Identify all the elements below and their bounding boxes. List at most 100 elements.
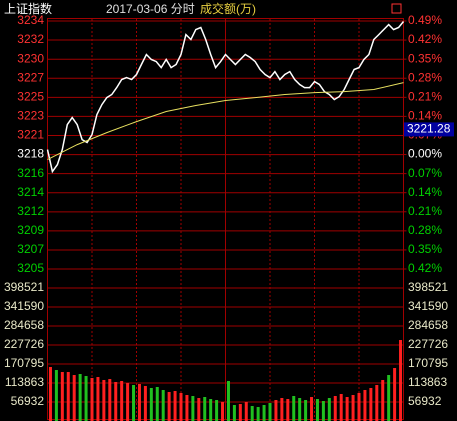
volume-bar [250, 406, 254, 421]
y2-tick-label: 0.14% [408, 185, 442, 199]
volume-bar [280, 398, 284, 421]
volume-bar [381, 379, 385, 421]
y-tick-label: 3225 [17, 89, 44, 103]
y-tick-label: 3216 [17, 166, 44, 180]
volume-bar [339, 394, 343, 421]
volume-bar [96, 377, 100, 421]
y-tick-label: 3223 [17, 109, 44, 123]
window-icon[interactable] [391, 3, 402, 14]
frame [47, 18, 404, 420]
volume-bar [66, 372, 70, 421]
volume-tick-label-right: 398521 [408, 280, 448, 294]
volume-bar [357, 392, 361, 421]
y-tick-label: 3230 [17, 51, 44, 65]
volume-tick-label: 341590 [4, 299, 44, 313]
volume-tick-label-right: 284658 [408, 318, 448, 332]
volume-bar [167, 391, 171, 421]
y2-tick-label: 0.00% [408, 147, 442, 161]
volume-bar [78, 374, 82, 421]
y2-tick-label: 0.21% [408, 204, 442, 218]
volume-bar [137, 383, 141, 421]
volume-bar [363, 389, 367, 421]
y-tick-label: 3214 [17, 185, 44, 199]
volume-bar [256, 407, 260, 421]
volume-bar [209, 399, 213, 421]
volume-label: 成交额(万) [200, 1, 256, 16]
y2-tick-label: 0.07% [408, 166, 442, 180]
volume-bar [274, 400, 278, 421]
volume-bar [185, 395, 189, 421]
volume-bar [197, 398, 201, 421]
volume-bar [262, 405, 266, 421]
y-tick-label: 3218 [17, 147, 44, 161]
y2-tick-label: 0.28% [408, 70, 442, 84]
volume-bar [84, 376, 88, 421]
volume-bar [226, 380, 230, 421]
volume-bar [345, 397, 349, 421]
volume-bar [268, 403, 272, 421]
y2-tick-label: 0.14% [408, 109, 442, 123]
volume-bar [244, 402, 248, 421]
y-tick-label: 3221 [17, 128, 44, 142]
volume-tick-label-right: 341590 [408, 299, 448, 313]
volume-tick-label: 170795 [4, 356, 44, 370]
y2-tick-label: 0.28% [408, 223, 442, 237]
y-tick-label: 3212 [17, 204, 44, 218]
volume-bar [369, 387, 373, 421]
volume-bar [238, 404, 242, 421]
volume-bar [126, 382, 130, 421]
volume-bar [143, 385, 147, 421]
y-tick-label: 3232 [17, 32, 44, 46]
volume-bar [393, 368, 397, 421]
y-tick-label: 3205 [17, 261, 44, 275]
y-tick-label: 3227 [17, 70, 44, 84]
y2-tick-label: 0.42% [408, 32, 442, 46]
last-price-box [404, 122, 454, 137]
y2-tick-label: 0.35% [408, 242, 442, 256]
volume-bar [232, 405, 236, 421]
y-tick-label: 3234 [17, 13, 44, 27]
volume-tick-label: 56932 [11, 394, 45, 408]
volume-bar [327, 398, 331, 421]
volume-bar [191, 396, 195, 421]
index-name: 上证指数 [4, 1, 52, 16]
volume-bar [72, 375, 76, 421]
volume-tick-label-right: 170795 [408, 356, 448, 370]
y2-tick-label: 0.42% [408, 261, 442, 275]
volume-bar [108, 379, 112, 421]
volume-tick-label: 284658 [4, 318, 44, 332]
volume-bar [304, 400, 308, 421]
y-tick-label: 3209 [17, 223, 44, 237]
volume-bar [321, 401, 325, 421]
volume-bar [286, 399, 290, 421]
volume-bar [114, 381, 118, 421]
volume-tick-label: 227726 [4, 337, 44, 351]
volume-tick-label: 113863 [5, 375, 44, 389]
volume-bar [179, 392, 183, 421]
volume-bar [155, 386, 159, 421]
volume-bar [292, 396, 296, 421]
volume-tick-label-right: 113863 [408, 375, 447, 389]
volume-bar [161, 389, 165, 421]
volume-bar [399, 340, 403, 421]
volume-bar [149, 387, 153, 421]
volume-bar [375, 384, 379, 421]
y-tick-label: 3207 [17, 242, 44, 256]
y2-tick-label: 0.35% [408, 51, 442, 65]
volume-bar [54, 370, 58, 421]
price-line [47, 82, 404, 161]
volume-bar [120, 380, 124, 421]
volume-bar [315, 399, 319, 421]
volume-tick-label-right: 56932 [408, 394, 442, 408]
y2-tick-label: 0.21% [408, 89, 442, 103]
volume-bar [102, 379, 106, 421]
volume-bar [173, 390, 177, 421]
volume-bar [310, 397, 314, 421]
last-price-label: 3221.28 [407, 122, 451, 136]
y2-tick-label: 0.49% [408, 13, 442, 27]
price-line [46, 21, 405, 174]
volume-bar [351, 395, 355, 421]
volume-tick-label: 398521 [4, 280, 44, 294]
date-label: 2017-03-06 分时 [106, 2, 195, 16]
